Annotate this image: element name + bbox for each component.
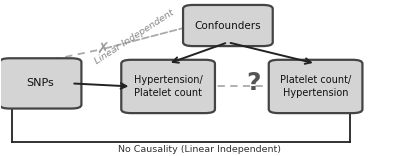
Text: ?: ?: [246, 71, 261, 95]
Text: SNPs: SNPs: [27, 78, 54, 88]
Text: ✗: ✗: [96, 42, 109, 57]
Text: Linear Independent: Linear Independent: [93, 8, 176, 66]
Text: Platelet count/
Hypertension: Platelet count/ Hypertension: [280, 75, 351, 98]
FancyBboxPatch shape: [183, 5, 273, 46]
FancyBboxPatch shape: [0, 58, 82, 109]
Text: Confounders: Confounders: [194, 21, 261, 31]
Text: Hypertension/
Platelet count: Hypertension/ Platelet count: [134, 75, 202, 98]
Text: No Causality (Linear Independent): No Causality (Linear Independent): [118, 145, 282, 154]
FancyBboxPatch shape: [121, 60, 215, 113]
FancyBboxPatch shape: [269, 60, 362, 113]
